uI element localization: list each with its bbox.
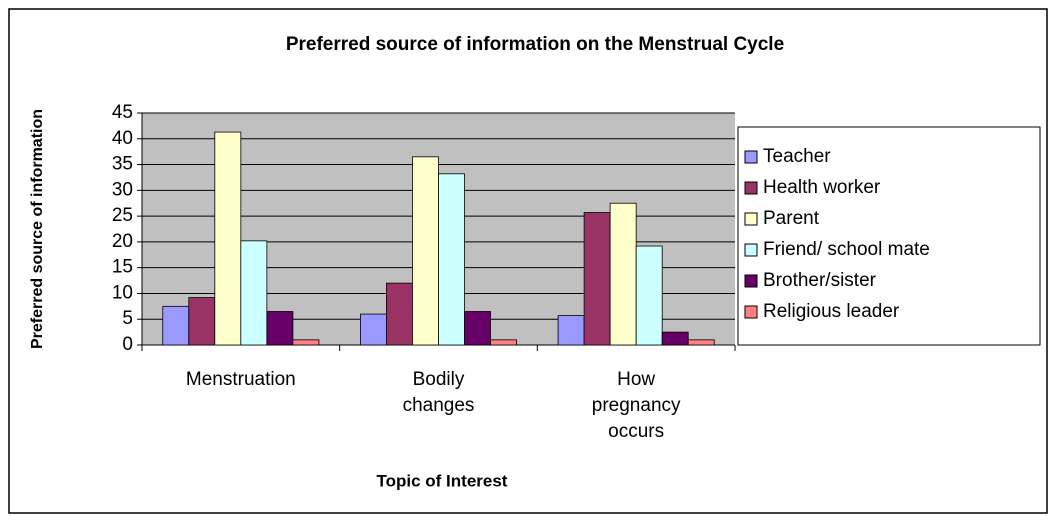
bar: [464, 311, 491, 346]
legend-swatch: [744, 274, 758, 288]
bar: [438, 173, 465, 346]
x-axis-title: Topic of Interest: [377, 471, 508, 490]
bar: [266, 311, 294, 346]
y-tick-label: 15: [112, 257, 133, 278]
bar: [583, 212, 611, 346]
y-tick-label: 10: [112, 282, 133, 303]
y-tick-label: 35: [112, 154, 133, 175]
legend-box: [737, 126, 1041, 346]
y-tick-label: 0: [122, 334, 133, 355]
bar: [687, 339, 715, 346]
bar: [292, 339, 320, 346]
bar: [557, 315, 585, 346]
x-tick-label: How pregnancy occurs: [591, 369, 681, 442]
bar: [188, 297, 216, 346]
y-tick-label: 5: [122, 308, 133, 329]
legend-swatch: [744, 181, 758, 195]
bar: [412, 156, 439, 346]
legend-label: Friend/ school mate: [763, 239, 930, 260]
bar: [635, 245, 663, 346]
bar: [609, 202, 637, 346]
bar: [490, 339, 517, 346]
y-tick-label: 30: [112, 179, 133, 200]
legend-swatch: [744, 212, 758, 226]
y-tick-label: 45: [112, 102, 133, 123]
bar: [661, 331, 689, 346]
y-axis-title: Preferred source of information: [29, 109, 46, 349]
legend-swatch: [744, 243, 758, 257]
legend-label: Religious leader: [763, 301, 900, 322]
bar: [240, 240, 268, 346]
y-tick-label: 40: [112, 128, 133, 149]
legend-label: Brother/sister: [763, 270, 877, 291]
bar: [386, 282, 413, 346]
chart-title: Preferred source of information on the M…: [286, 34, 784, 55]
y-tick-label: 25: [112, 205, 133, 226]
legend-swatch: [744, 305, 758, 319]
legend-swatch: [744, 150, 758, 164]
bar: [360, 313, 387, 346]
x-tick-label: Menstruation: [185, 369, 296, 390]
bar: [162, 305, 190, 346]
legend-label: Health worker: [763, 177, 881, 198]
x-tick-label: Bodily changes: [402, 369, 475, 416]
legend-label: Teacher: [763, 146, 831, 167]
legend-label: Parent: [763, 208, 820, 229]
bar: [214, 131, 242, 346]
y-tick-label: 20: [112, 231, 133, 252]
